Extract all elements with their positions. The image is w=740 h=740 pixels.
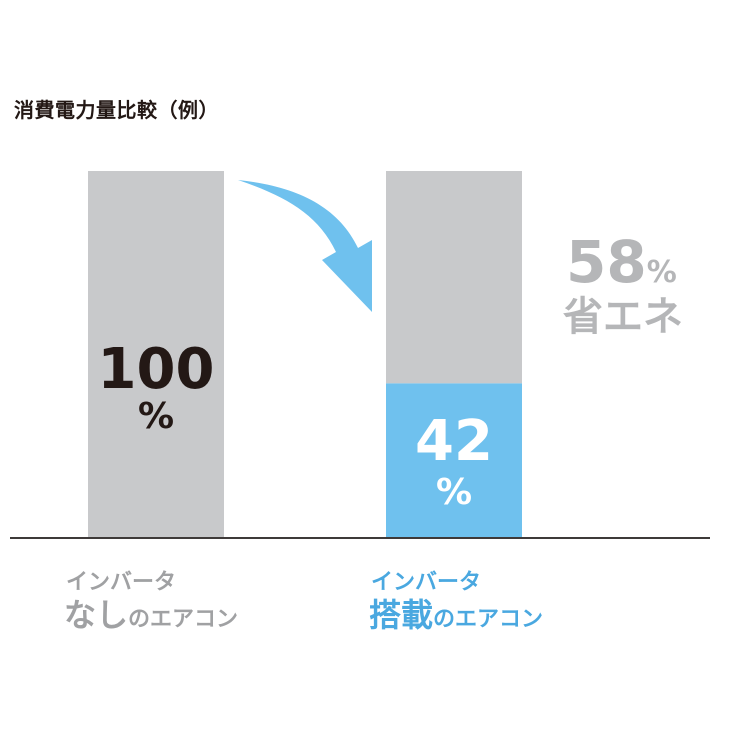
- data-label-percent-unit: %: [436, 472, 472, 513]
- caption-inverter-suffix: のエアコン: [433, 607, 544, 632]
- chart-title: 消費電力量比較（例）: [14, 98, 219, 122]
- savings-percent-unit: %: [646, 255, 677, 290]
- caption-no-inverter-emphasis: なし: [64, 596, 129, 634]
- bar-inverter-savings-segment: [386, 171, 522, 384]
- data-label-100: 100: [98, 337, 215, 402]
- caption-inverter-line2: 搭載のエアコン: [369, 590, 543, 636]
- reduction-arrow: [238, 180, 372, 312]
- caption-no-inverter-line1: インバータ: [66, 570, 177, 595]
- bar-inverter-consumption: [386, 383, 522, 537]
- caption-inverter-emphasis: 搭載: [369, 596, 434, 634]
- data-label-42: 42: [415, 409, 493, 474]
- caption-no-inverter-line2: なしのエアコン: [64, 590, 238, 636]
- savings-percent-value: 58: [566, 228, 647, 296]
- data-label-percent-unit: %: [138, 396, 174, 437]
- savings-label: 省エネ: [563, 294, 683, 340]
- bar-no-inverter: [88, 171, 224, 537]
- savings-percent-annotation: 58%: [566, 228, 677, 296]
- caption-inverter-line1: インバータ: [371, 570, 482, 595]
- caption-no-inverter-suffix: のエアコン: [128, 607, 239, 632]
